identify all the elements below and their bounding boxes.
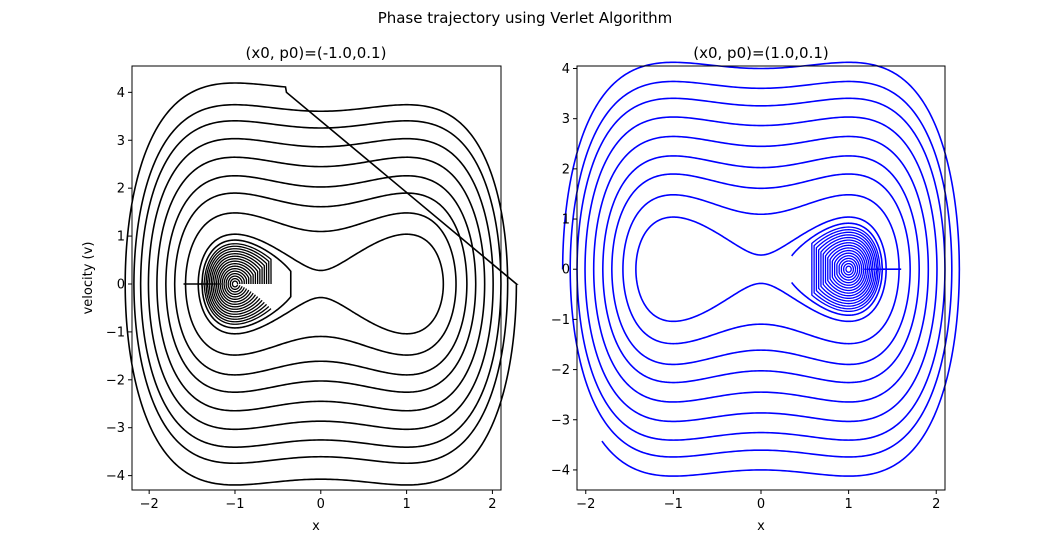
trajectory-inner-loop <box>198 243 272 325</box>
trajectory-outer-loop <box>592 135 930 403</box>
trajectory-outer-loop <box>133 103 509 465</box>
x-tick-label: 0 <box>757 497 765 512</box>
trajectory-inner-loop <box>827 244 870 294</box>
trajectory-inner-loop <box>219 265 252 303</box>
trajectory-separatrix-loop <box>183 239 292 329</box>
trajectory-outer-loop <box>611 173 911 366</box>
trajectory-inner-loop <box>836 255 861 284</box>
x-tick-label: −2 <box>576 497 595 512</box>
left-x-ticks: −2 −1 0 1 2 <box>140 490 497 512</box>
y-tick-label: 4 <box>117 86 125 101</box>
figure-suptitle: Phase trajectory using Verlet Algorithm <box>378 9 673 27</box>
trajectory-inner-loop <box>843 262 855 276</box>
y-tick-label: −1 <box>106 325 125 340</box>
trajectory-outer-loop <box>635 216 887 323</box>
trajectory-inner-loop <box>210 255 261 313</box>
trajectory-inner-loop <box>813 229 884 310</box>
trajectory-inner-loop <box>231 280 239 288</box>
left-phase-plot: (x0, p0)=(-1.0,0.1) −2 −1 0 1 2 −4 −3 −2 −1 0 1 2 3… <box>81 44 519 534</box>
trajectory-outer-loop <box>584 116 938 423</box>
y-tick-label: −3 <box>551 413 570 428</box>
trajectory-outer-loop <box>124 82 519 486</box>
y-tick-label: 0 <box>117 277 125 292</box>
trajectory-inner-loop <box>225 272 245 295</box>
trajectory-separatrix-loop <box>790 222 902 317</box>
x-tick-label: −2 <box>140 497 159 512</box>
left-plot-title: (x0, p0)=(-1.0,0.1) <box>246 44 387 62</box>
right-x-ticks: −2 −1 0 1 2 <box>576 490 940 512</box>
right-plot-area <box>577 66 945 490</box>
trajectory-inner-loop <box>216 263 254 305</box>
y-tick-label: −4 <box>106 469 125 484</box>
trajectory-inner-loop <box>838 257 859 281</box>
right-phase-plot: (x0, p0)=(1.0,0.1) −2 −1 0 1 2 −4 −3 −2 −1 0 1 2 3 4… <box>551 44 961 534</box>
trajectory-outer-loop <box>156 156 486 412</box>
x-tick-label: 2 <box>488 497 496 512</box>
trajectory-inner-loop <box>205 250 265 318</box>
y-tick-label: 4 <box>562 62 570 77</box>
y-tick-label: −1 <box>551 313 570 328</box>
x-tick-label: 2 <box>932 497 940 512</box>
trajectory-inner-loop <box>820 236 877 302</box>
trajectory-inner-loop <box>817 234 879 305</box>
trajectory-inner-loop <box>845 265 852 273</box>
left-x-axis-label: x <box>312 519 320 534</box>
right-y-ticks: −4 −3 −2 −1 0 1 2 3 4 <box>551 62 577 478</box>
trajectory-inner-loop <box>207 253 263 315</box>
y-tick-label: −2 <box>106 373 125 388</box>
trajectory-outer-loop <box>569 80 953 458</box>
trajectory-inner-loop <box>214 260 257 308</box>
trajectory-inner-loop <box>833 252 863 286</box>
trajectory-outer-loop <box>165 175 477 393</box>
right-x-axis-label: x <box>757 519 765 534</box>
trajectory-inner-loop <box>227 275 243 293</box>
y-tick-label: 3 <box>562 112 570 127</box>
right-trajectory-series <box>561 61 961 477</box>
trajectory-inner-loop <box>831 249 865 289</box>
trajectory-outer-loop <box>147 137 494 431</box>
x-tick-label: 1 <box>844 497 852 512</box>
y-tick-label: 2 <box>562 162 570 177</box>
trajectory-inner-loop <box>822 239 875 299</box>
left-plot-area <box>132 66 501 490</box>
trajectory-outer-loop <box>173 192 468 376</box>
trajectory-outer-loop <box>622 193 900 345</box>
trajectory-outer-loop <box>184 212 457 356</box>
trajectory-inner-loop <box>223 270 248 298</box>
y-tick-label: 1 <box>562 213 570 228</box>
trajectory-inner-loop <box>201 245 270 323</box>
y-tick-label: 2 <box>117 182 125 197</box>
x-tick-label: −1 <box>664 497 683 512</box>
y-tick-label: −4 <box>551 463 570 478</box>
trajectory-inner-loop <box>829 247 868 292</box>
trajectory-inner-loop <box>815 231 881 307</box>
trajectory-outer-loop <box>197 233 445 335</box>
trajectory-inner-loop <box>212 258 259 310</box>
trajectory-inner-loop <box>840 260 857 279</box>
left-y-axis-label: velocity (v) <box>81 242 96 315</box>
trajectory-inner-loop <box>221 268 250 300</box>
y-tick-label: −2 <box>551 363 570 378</box>
x-tick-label: −1 <box>225 497 244 512</box>
y-tick-label: 0 <box>562 263 570 278</box>
trajectory-inner-loop <box>811 226 886 313</box>
left-plot-frame <box>131 65 502 491</box>
left-y-ticks: −4 −3 −2 −1 0 1 2 3 4 <box>106 86 132 484</box>
x-tick-label: 1 <box>402 497 410 512</box>
trajectory-inner-loop <box>203 248 268 320</box>
trajectory-outer-loop <box>602 155 920 384</box>
y-tick-label: −3 <box>106 421 125 436</box>
y-tick-label: 1 <box>117 230 125 245</box>
y-tick-label: 3 <box>117 134 125 149</box>
x-tick-label: 0 <box>317 497 325 512</box>
trajectory-inner-loop <box>824 242 872 297</box>
trajectory-inner-loop <box>229 277 241 290</box>
right-plot-title: (x0, p0)=(1.0,0.1) <box>693 44 828 62</box>
